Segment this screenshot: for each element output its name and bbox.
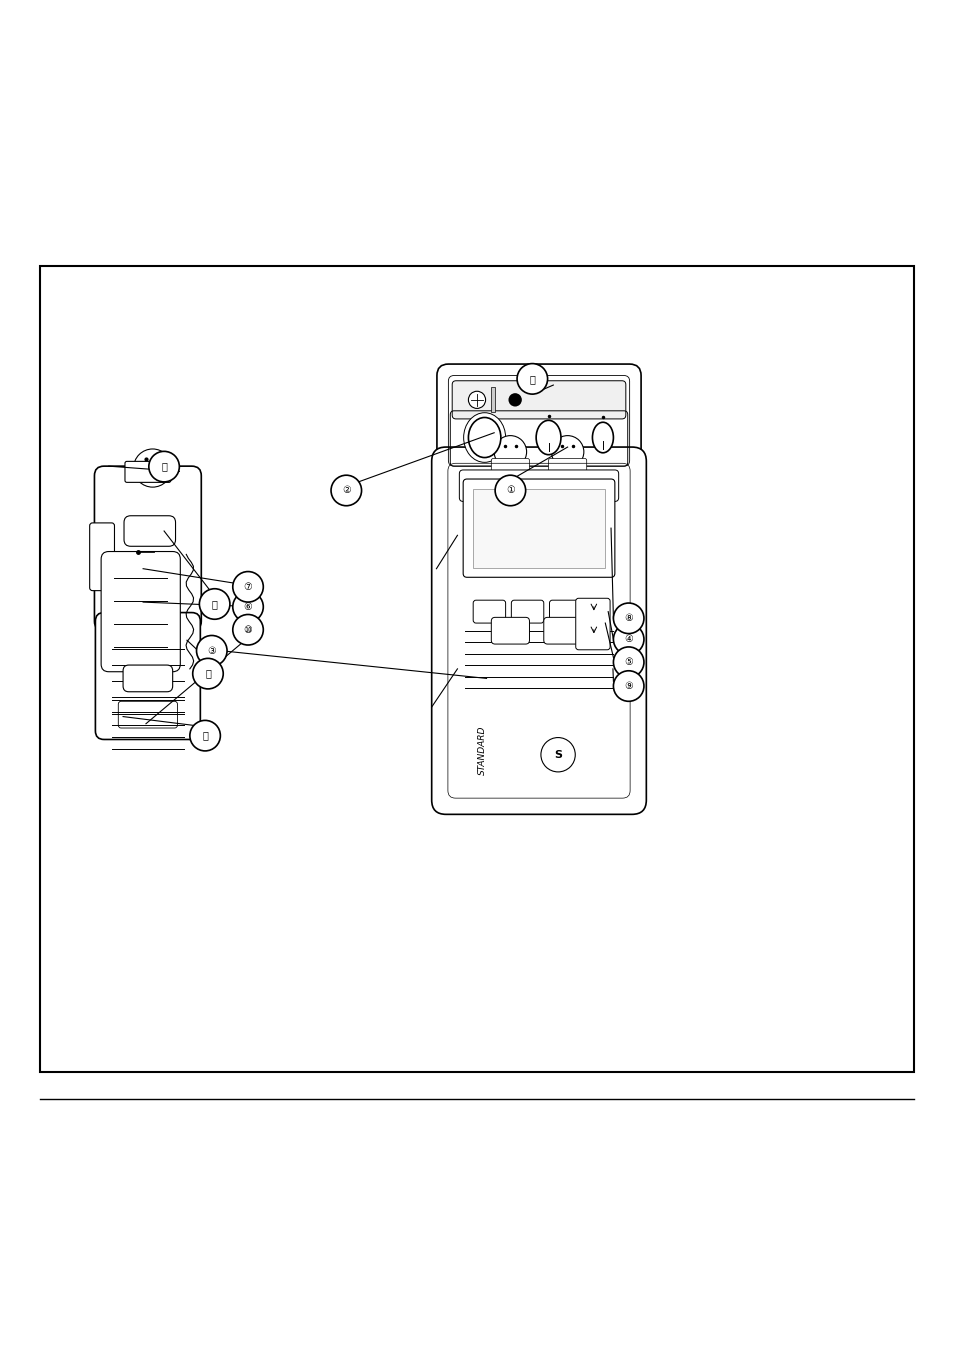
- Circle shape: [494, 436, 526, 468]
- Circle shape: [190, 720, 220, 751]
- Ellipse shape: [463, 413, 505, 463]
- Text: ⑬: ⑬: [161, 461, 167, 472]
- FancyBboxPatch shape: [95, 613, 200, 740]
- FancyBboxPatch shape: [491, 617, 529, 644]
- Circle shape: [233, 614, 263, 645]
- Text: ④: ④: [623, 635, 633, 644]
- Text: ⑦: ⑦: [243, 582, 253, 591]
- FancyBboxPatch shape: [436, 364, 640, 478]
- Text: ①: ①: [505, 486, 515, 495]
- Circle shape: [517, 364, 547, 394]
- FancyBboxPatch shape: [90, 522, 114, 591]
- Circle shape: [193, 659, 223, 689]
- Circle shape: [551, 436, 583, 468]
- Circle shape: [133, 449, 172, 487]
- FancyBboxPatch shape: [123, 666, 172, 691]
- Circle shape: [196, 636, 227, 666]
- FancyBboxPatch shape: [511, 601, 543, 624]
- Text: ⑧: ⑧: [623, 613, 633, 624]
- Ellipse shape: [536, 421, 560, 455]
- FancyBboxPatch shape: [575, 598, 609, 649]
- Text: ⑩: ⑩: [243, 625, 253, 635]
- Circle shape: [613, 603, 643, 633]
- Circle shape: [468, 391, 485, 409]
- Circle shape: [540, 737, 575, 773]
- FancyBboxPatch shape: [458, 469, 618, 502]
- FancyBboxPatch shape: [549, 601, 581, 624]
- Circle shape: [613, 647, 643, 678]
- Ellipse shape: [592, 422, 613, 453]
- Text: S: S: [554, 750, 561, 760]
- Circle shape: [233, 591, 263, 622]
- Circle shape: [233, 571, 263, 602]
- Circle shape: [508, 394, 521, 406]
- Text: ⑨: ⑨: [623, 681, 633, 691]
- Text: ②: ②: [341, 486, 351, 495]
- Text: ⑤: ⑤: [623, 658, 633, 667]
- Text: ⑫: ⑫: [212, 599, 217, 609]
- FancyBboxPatch shape: [491, 459, 529, 474]
- Text: ⑮: ⑮: [529, 373, 535, 384]
- Text: STANDARD: STANDARD: [477, 725, 486, 775]
- Text: ③: ③: [207, 645, 216, 656]
- FancyBboxPatch shape: [548, 459, 586, 474]
- FancyBboxPatch shape: [124, 515, 175, 547]
- Circle shape: [331, 475, 361, 506]
- FancyBboxPatch shape: [101, 552, 180, 671]
- Text: ⑭: ⑭: [202, 731, 208, 740]
- Circle shape: [149, 452, 179, 482]
- Text: ⑥: ⑥: [243, 602, 253, 612]
- FancyBboxPatch shape: [472, 488, 604, 568]
- Bar: [491, 387, 495, 413]
- FancyBboxPatch shape: [431, 446, 645, 815]
- FancyBboxPatch shape: [125, 461, 171, 483]
- Circle shape: [199, 589, 230, 620]
- FancyBboxPatch shape: [94, 467, 201, 630]
- FancyBboxPatch shape: [452, 380, 625, 419]
- Circle shape: [613, 671, 643, 701]
- Circle shape: [613, 624, 643, 655]
- Text: ⑪: ⑪: [205, 668, 211, 679]
- FancyBboxPatch shape: [543, 617, 581, 644]
- FancyBboxPatch shape: [462, 479, 614, 578]
- Circle shape: [495, 475, 525, 506]
- FancyBboxPatch shape: [473, 601, 505, 624]
- FancyBboxPatch shape: [40, 267, 913, 1073]
- Ellipse shape: [468, 418, 500, 457]
